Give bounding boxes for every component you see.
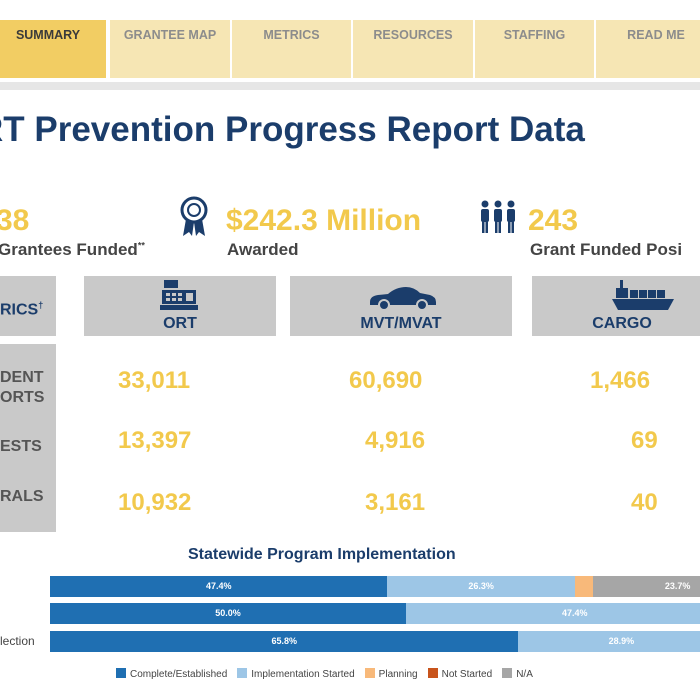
- bar-segment: 50.0%: [50, 603, 406, 624]
- column-label-mvt: MVT/MVAT: [360, 315, 442, 332]
- legend-swatch: [427, 668, 438, 678]
- legend-item: Complete/Established: [116, 668, 227, 680]
- metrics-header-text: RICS†: [0, 300, 43, 319]
- awarded-label: Awarded: [227, 240, 299, 259]
- people-icon: [481, 200, 515, 233]
- implementation-row-label: lection: [0, 634, 35, 648]
- metric-value: 3,161: [365, 489, 426, 516]
- grantees-footnote-mark: **: [137, 240, 145, 251]
- metric-value: 4,916: [365, 427, 426, 454]
- implementation-legend: Complete/Established Implementation Start…: [116, 668, 543, 680]
- legend-label: Implementation Started: [251, 669, 355, 680]
- metric-value: 13,397: [118, 427, 192, 454]
- column-header-cargo: CARGO: [532, 276, 700, 336]
- tab-summary[interactable]: SUMMARY: [0, 20, 106, 78]
- legend-swatch: [116, 668, 126, 678]
- tab-staffing[interactable]: STAFFING: [475, 20, 594, 78]
- car-icon: [370, 287, 436, 310]
- bar-segment: 26.3%: [387, 576, 575, 597]
- cargo-ship-icon: [612, 280, 674, 310]
- row-label-line2: ORTS: [0, 389, 45, 406]
- legend-swatch: [364, 668, 375, 678]
- bar-segment: 28.9%: [518, 631, 700, 652]
- column-label-ort: ORT: [163, 315, 197, 332]
- metric-value: 1,466: [590, 367, 651, 394]
- grantees-label: Grantees Funded: [0, 240, 138, 259]
- grantees-value: 38: [0, 204, 30, 237]
- legend-swatch: [237, 668, 248, 678]
- metrics-header-cell: RICS†: [0, 276, 56, 336]
- bar-segment: 47.4%: [406, 603, 700, 624]
- metric-value: 69: [631, 427, 658, 454]
- award-ribbon-icon: [180, 196, 208, 236]
- implementation-bar: 65.8% 28.9%: [50, 631, 700, 652]
- legend-swatch: [502, 668, 513, 678]
- metric-value: 33,011: [118, 367, 191, 394]
- positions-label: Grant Funded Posi: [530, 240, 683, 259]
- legend-label: Not Started: [441, 669, 493, 680]
- tab-read-me[interactable]: READ ME: [596, 20, 700, 78]
- tab-grantee-map[interactable]: GRANTEE MAP: [110, 20, 230, 78]
- bar-segment: [574, 576, 594, 597]
- bar-segment: 65.8%: [50, 631, 519, 652]
- grantees-label-group: Grantees Funded**: [0, 240, 145, 260]
- legend-item: N/A: [502, 668, 533, 680]
- metrics-header-label: RICS: [0, 301, 39, 319]
- row-label-line1: DENT: [0, 369, 44, 386]
- tab-bar: SUMMARY GRANTEE MAP METRICS RESOURCES ST…: [0, 0, 700, 90]
- legend-label: N/A: [516, 669, 533, 680]
- metric-value: 40: [631, 489, 658, 516]
- bar-segment: 23.7%: [593, 576, 700, 597]
- column-header-mvt: MVT/MVAT: [290, 276, 512, 336]
- awarded-value: $242.3 Million: [226, 204, 422, 237]
- row-label-line1: ESTS: [0, 438, 42, 455]
- bar-segment: 47.4%: [50, 576, 388, 597]
- tab-metrics[interactable]: METRICS: [232, 20, 351, 78]
- legend-label: Complete/Established: [130, 669, 228, 680]
- row-label-column: [0, 344, 56, 532]
- implementation-title: Statewide Program Implementation: [188, 546, 456, 563]
- legend-item: Implementation Started: [237, 668, 355, 680]
- tab-resources[interactable]: RESOURCES: [353, 20, 473, 78]
- cash-register-icon: [160, 280, 198, 310]
- metric-value: 60,690: [349, 367, 423, 394]
- implementation-bar: 47.4% 26.3% 23.7%: [50, 576, 700, 597]
- positions-value: 243: [528, 204, 579, 237]
- column-header-ort: ORT: [84, 276, 276, 336]
- metrics-header-mark: †: [38, 300, 44, 310]
- implementation-bar: 50.0% 47.4%: [50, 603, 700, 624]
- legend-label: Planning: [378, 669, 418, 680]
- row-label-line1: RALS: [0, 488, 44, 505]
- column-label-cargo: CARGO: [592, 315, 652, 332]
- metric-value: 10,932: [118, 489, 192, 516]
- legend-item: Not Started: [427, 668, 493, 680]
- legend-item: Planning: [364, 668, 418, 680]
- page-title: RT Prevention Progress Report Data: [0, 110, 585, 149]
